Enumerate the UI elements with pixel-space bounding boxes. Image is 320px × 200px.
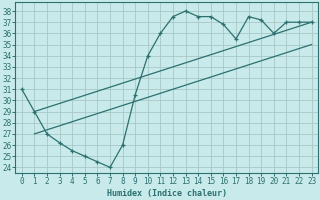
X-axis label: Humidex (Indice chaleur): Humidex (Indice chaleur) xyxy=(107,189,227,198)
